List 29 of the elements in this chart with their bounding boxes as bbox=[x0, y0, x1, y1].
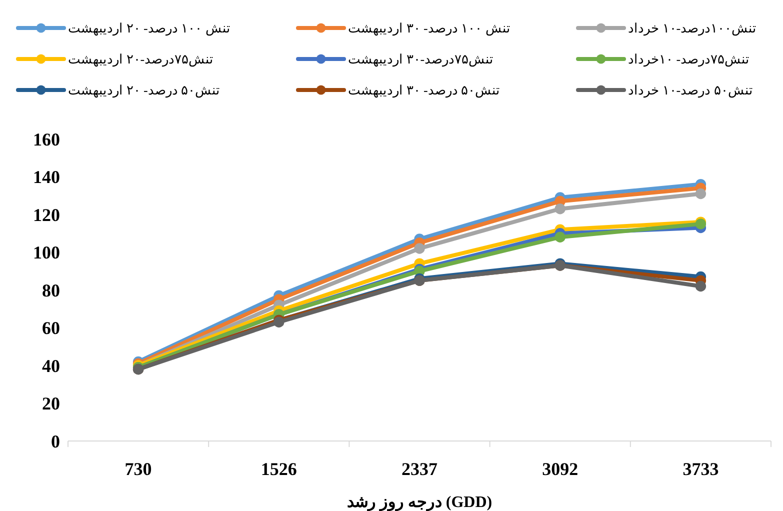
y-tick-label: 120 bbox=[33, 204, 60, 225]
x-tick-label: 2337 bbox=[402, 459, 438, 479]
point bbox=[695, 280, 706, 292]
legend-label: تنش۵۰ درصد-۱۰ خرداد bbox=[628, 82, 753, 99]
x-tick-label: 1526 bbox=[260, 459, 297, 479]
x-tick-label: 3092 bbox=[542, 459, 578, 479]
y-tick-label: 140 bbox=[33, 167, 60, 188]
y-tick-label: 80 bbox=[42, 280, 60, 300]
y-tick-label: 0 bbox=[51, 431, 60, 452]
legend-label: تنش۷۵درصد-۳۰ اردیبهشت bbox=[348, 52, 494, 68]
point bbox=[554, 232, 566, 242]
x-axis-title: درجه روز رشد (GDD) bbox=[346, 494, 492, 511]
y-tick-label: 20 bbox=[42, 394, 60, 414]
y-tick-label: 40 bbox=[42, 356, 60, 376]
legend-label: تنش۵۰ درصد- ۳۰ اردیبهشت bbox=[348, 82, 500, 99]
point bbox=[695, 188, 706, 200]
point bbox=[414, 243, 425, 254]
legend-label: تنش ۱۰۰ درصد- ۲۰ اردیبهشت bbox=[68, 20, 230, 37]
legend-label: تنش ۱۰۰ درصد- ۳۰ اردیبهشت bbox=[348, 20, 510, 37]
x-tick-label: 730 bbox=[124, 459, 152, 479]
x-tick-label: 3733 bbox=[682, 459, 719, 479]
legend-label: تنش۵۰ درصد- ۲۰ اردیبهشت bbox=[68, 82, 220, 99]
y-tick-label: 160 bbox=[33, 129, 60, 150]
legend-label: تنش۱۰۰درصد-۱۰ خرداد bbox=[628, 20, 757, 37]
legend-label: تنش۷۵درصد-۲۰ اردیبهشت bbox=[68, 52, 214, 68]
y-tick-label: 60 bbox=[42, 318, 60, 338]
y-tick-label: 100 bbox=[33, 242, 60, 263]
legend-label: تنش۷۵درصد- ۱۰خرداد bbox=[628, 52, 750, 68]
point bbox=[554, 203, 566, 214]
